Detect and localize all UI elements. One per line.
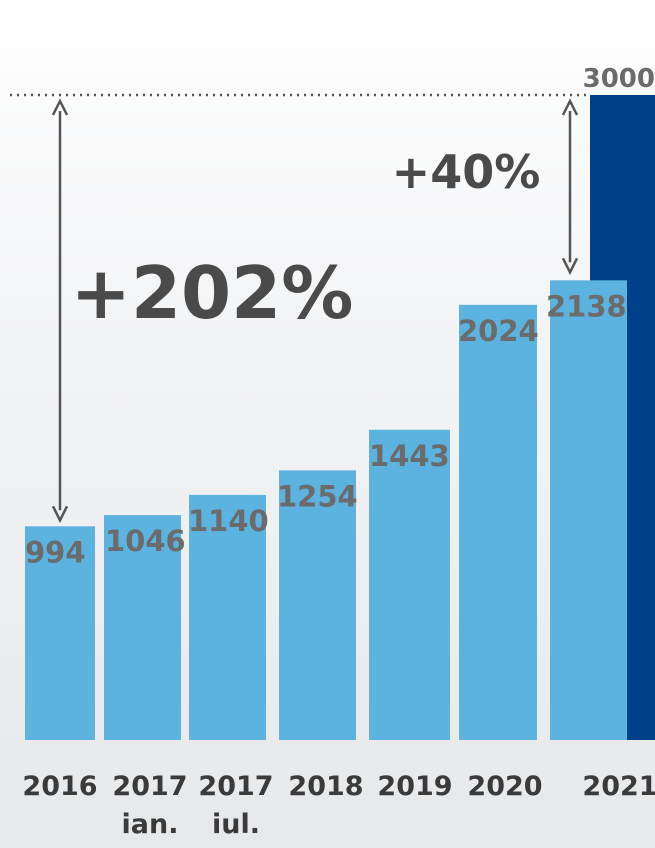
arrow-202-head-top	[51, 98, 69, 116]
category-label-3: 2018	[288, 771, 363, 802]
value-label-5: 2024	[458, 314, 539, 348]
bar-2	[189, 494, 266, 740]
category-label-5: 2020	[467, 771, 542, 802]
category-label-1: 2017	[112, 771, 187, 802]
category-label-2: 2017	[198, 771, 273, 802]
value-label-3: 1254	[277, 479, 358, 513]
annotation-40-label: +40%	[392, 145, 541, 199]
bar-1	[104, 515, 181, 740]
bar-4	[369, 429, 450, 740]
arrow-40-head-bottom	[561, 257, 579, 276]
value-label-6: 2138	[546, 289, 627, 323]
category-label-6: 2021	[582, 771, 655, 802]
category-label-0: 2016	[22, 771, 97, 802]
value-label-4: 1443	[369, 439, 450, 473]
bar-6	[550, 280, 627, 740]
bar-3	[279, 470, 356, 740]
value-label-1: 1046	[105, 524, 186, 558]
value-label-0: 994	[25, 535, 86, 569]
target-value-label: 3000	[583, 64, 655, 94]
category-sublabel-1: ian.	[122, 809, 179, 840]
annotation-202-label: +202%	[71, 251, 354, 335]
bar-0	[25, 526, 95, 740]
bar-5	[459, 304, 537, 740]
arrow-40-head-top	[561, 98, 579, 116]
value-label-2: 1140	[188, 504, 269, 538]
category-label-4: 2019	[377, 771, 452, 802]
arrow-202-head-bottom	[51, 505, 69, 524]
category-sublabel-2: iul.	[212, 809, 260, 840]
